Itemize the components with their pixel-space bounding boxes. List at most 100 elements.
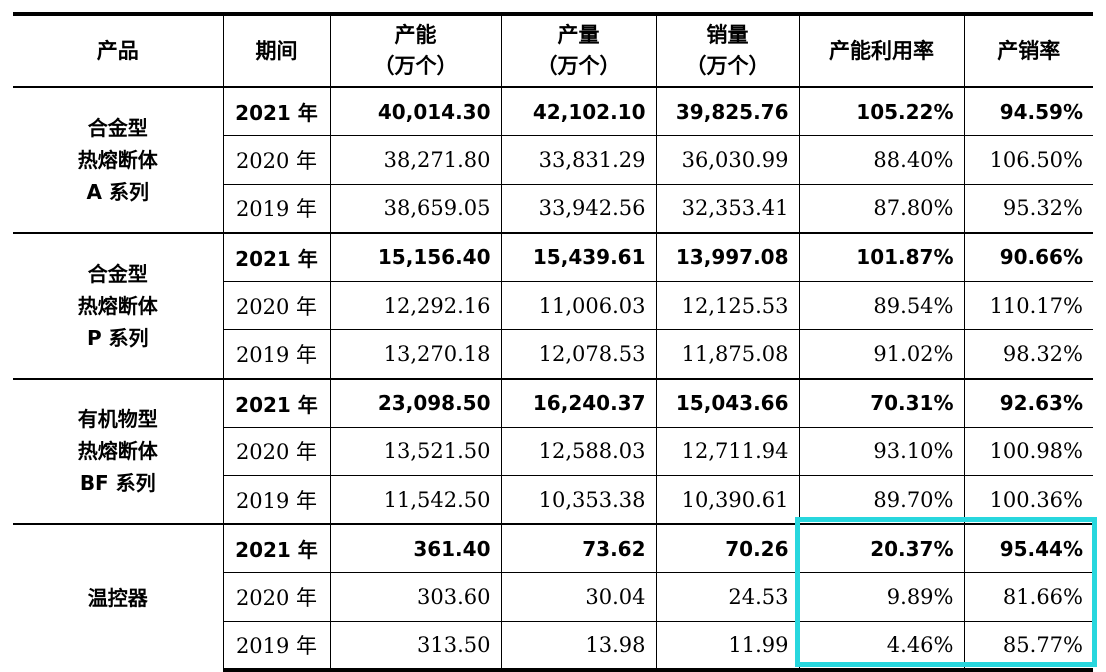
sales-volume-cell: 36,030.99 — [655, 135, 799, 185]
capacity-utilization-cell: 89.70% — [798, 475, 964, 525]
output-cell: 12,588.03 — [500, 426, 656, 476]
table-row: 2019 年 313.50 13.98 11.99 4.46% 85.77% — [13, 621, 1093, 672]
output-cell: 30.04 — [500, 572, 656, 622]
capacity-utilization-cell: 105.22% — [798, 86, 964, 136]
output-cell: 12,078.53 — [500, 329, 656, 379]
period-cell: 2021 年 — [222, 377, 330, 428]
header-production-sales-ratio: 产销率 — [963, 14, 1093, 87]
capacity-cell: 13,521.50 — [329, 426, 501, 476]
production-sales-ratio-cell: 81.66% — [963, 572, 1093, 622]
output-cell: 16,240.37 — [500, 377, 656, 428]
product-name-cell: 合金型热熔断体 A 系列 — [13, 86, 223, 233]
capacity-utilization-cell: 93.10% — [798, 426, 964, 476]
product-name-line: 热熔断体 — [77, 439, 158, 464]
capacity-cell: 38,271.80 — [329, 135, 501, 185]
production-sales-ratio-cell: 100.98% — [963, 426, 1093, 476]
capacity-cell: 303.60 — [329, 572, 501, 622]
production-sales-ratio-cell: 98.32% — [963, 329, 1093, 379]
sales-volume-cell: 13,997.08 — [655, 231, 799, 282]
capacity-utilization-cell: 91.02% — [798, 329, 964, 379]
product-name-line: BF 系列 — [79, 471, 156, 496]
capacity-utilization-cell: 4.46% — [798, 621, 964, 672]
capacity-cell: 361.40 — [329, 523, 501, 573]
sales-volume-cell: 11,875.08 — [655, 329, 799, 379]
output-cell: 42,102.10 — [500, 86, 656, 136]
table-row: 2020 年 13,521.50 12,588.03 12,711.94 93.10% 1… — [13, 426, 1093, 476]
sales-volume-cell: 12,125.53 — [655, 280, 799, 330]
output-cell: 15,439.61 — [500, 231, 656, 282]
production-sales-ratio-cell: 110.17% — [963, 280, 1093, 330]
sales-volume-cell: 15,043.66 — [655, 377, 799, 428]
header-capacity-utilization: 产能利用率 — [798, 14, 964, 87]
capacity-cell: 13,270.18 — [329, 329, 501, 379]
period-cell: 2020 年 — [222, 280, 330, 330]
capacity-utilization-cell: 89.54% — [798, 280, 964, 330]
capacity-cell: 11,542.50 — [329, 475, 501, 525]
production-sales-ratio-cell: 95.32% — [963, 183, 1093, 233]
table-row: 合金型热熔断体 P 系列 2021 年 15,156.40 15,439.61 13,99… — [13, 231, 1093, 379]
table-row: 2020 年 12,292.16 11,006.03 12,125.53 89.54% 1… — [13, 280, 1093, 330]
output-cell: 10,353.38 — [500, 475, 656, 525]
capacity-sales-table-container: 产品 期间 产能 （万个） 产量 （万个） 销量 （万个） 产能利用率 产销率 合金型… — [13, 12, 1093, 672]
sales-volume-cell: 24.53 — [655, 572, 799, 622]
product-name-cell: 有机物型热熔断体 BF 系列 — [13, 377, 223, 525]
capacity-cell: 38,659.05 — [329, 183, 501, 233]
table-body: 合金型 热熔断体 A 系列 2021 年 40,014.30 42,102.10 39,82… — [13, 86, 1093, 672]
table-row: 2019 年 11,542.50 10,353.38 10,390.61 89.70% 1… — [13, 475, 1093, 525]
sales-volume-cell: 10,390.61 — [655, 475, 799, 525]
table-row: 2020 年 38,271.80 33,831.29 36,030.99 88.40% 1… — [13, 135, 1093, 185]
output-cell: 73.62 — [500, 523, 656, 573]
product-name-cell: 合金型热熔断体 P 系列 — [13, 231, 223, 379]
capacity-cell: 15,156.40 — [329, 231, 501, 282]
production-sales-ratio-cell: 95.44% — [963, 523, 1093, 573]
product-name-line: 有机物型 — [77, 407, 158, 432]
capacity-cell: 40,014.30 — [329, 86, 501, 136]
capacity-utilization-cell: 88.40% — [798, 135, 964, 185]
table-row: 2020 年 303.60 30.04 24.53 9.89% 81.66% — [13, 572, 1093, 622]
product-name-cell: 温控器 — [13, 523, 223, 671]
output-cell: 33,831.29 — [500, 135, 656, 185]
period-cell: 2021 年 — [222, 523, 330, 573]
product-name-line: 合金型 — [87, 261, 148, 286]
production-sales-ratio-cell: 85.77% — [963, 621, 1093, 672]
period-cell: 2019 年 — [222, 621, 330, 672]
header-sales-volume: 销量 （万个） — [655, 14, 799, 87]
product-name-line: 热熔断体 — [77, 147, 158, 172]
product-name-line: P 系列 — [86, 325, 149, 350]
table-row: 合金型热熔断体 A 系列 2021 年 40,014.30 42,102.10 39,82… — [13, 86, 1093, 233]
production-sales-ratio-cell: 100.36% — [963, 475, 1093, 525]
product-name-line: A 系列 — [86, 179, 149, 204]
capacity-cell: 23,098.50 — [329, 377, 501, 428]
table-row: 有机物型热熔断体 BF 系列 2021 年 23,098.50 16,240.37 15,… — [13, 377, 1093, 525]
header-product: 产品 — [96, 38, 139, 63]
header-capacity: 产能 （万个） — [329, 14, 501, 87]
table-row: 温控器 2021 年 361.40 73.62 70.26 20.37% 95.44% — [13, 523, 1093, 671]
period-cell: 2019 年 — [222, 329, 330, 379]
capacity-utilization-cell: 9.89% — [798, 572, 964, 622]
capacity-utilization-cell: 70.31% — [798, 377, 964, 428]
product-name-line: 温控器 — [87, 585, 148, 610]
sales-volume-cell: 39,825.76 — [655, 86, 799, 136]
period-cell: 2019 年 — [222, 475, 330, 525]
header-output: 产量 （万个） — [500, 14, 656, 87]
period-cell: 2020 年 — [222, 426, 330, 476]
period-cell: 2021 年 — [222, 86, 330, 136]
product-name-line: 合金型 — [87, 115, 148, 140]
output-cell: 11,006.03 — [500, 280, 656, 330]
sales-volume-cell: 11.99 — [655, 621, 799, 672]
capacity-sales-table: 产品 期间 产能 （万个） 产量 （万个） 销量 （万个） 产能利用率 产销率 合金型… — [13, 12, 1093, 672]
period-cell: 2021 年 — [222, 231, 330, 282]
production-sales-ratio-cell: 92.63% — [963, 377, 1093, 428]
sales-volume-cell: 12,711.94 — [655, 426, 799, 476]
period-cell: 2020 年 — [222, 135, 330, 185]
period-cell: 2019 年 — [222, 183, 330, 233]
header-period: 期间 — [222, 14, 330, 87]
table-row: 2019 年 13,270.18 12,078.53 11,875.08 91.02% 9… — [13, 329, 1093, 379]
product-name-line: 热熔断体 — [77, 293, 158, 318]
capacity-utilization-cell: 87.80% — [798, 183, 964, 233]
sales-volume-cell: 70.26 — [655, 523, 799, 573]
capacity-utilization-cell: 20.37% — [798, 523, 964, 573]
table-row: 2019 年 38,659.05 33,942.56 32,353.41 87.80% 9… — [13, 183, 1093, 233]
production-sales-ratio-cell: 106.50% — [963, 135, 1093, 185]
header-row: 产品 期间 产能 （万个） 产量 （万个） 销量 （万个） 产能利用率 产销率 — [13, 14, 1093, 87]
